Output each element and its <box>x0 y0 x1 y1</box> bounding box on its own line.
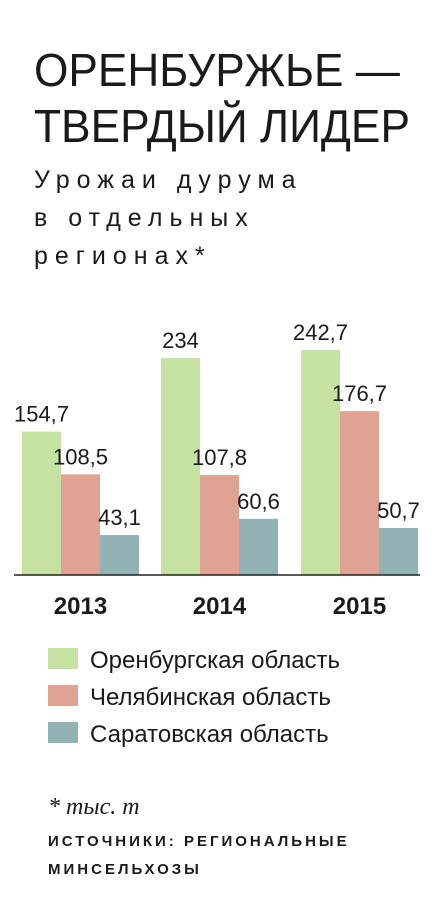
chart-title: ОРЕНБУРЖЬЕ — <box>34 44 400 96</box>
subtitle: регионах* <box>34 242 212 270</box>
value-label: 154,7 <box>14 402 69 427</box>
value-label: 60,6 <box>237 489 280 514</box>
bar <box>239 518 278 575</box>
legend-label: Саратовская область <box>90 721 329 748</box>
value-label: 242,7 <box>293 320 348 345</box>
legend-swatch <box>48 648 78 669</box>
footnote: * тыс. т <box>48 794 140 820</box>
bar <box>61 474 100 575</box>
value-label: 234 <box>162 328 199 353</box>
x-tick-label: 2014 <box>193 593 247 620</box>
x-tick-label: 2015 <box>333 593 386 620</box>
subtitle: в отдельных <box>34 204 255 232</box>
value-label: 43,1 <box>98 505 141 530</box>
bar <box>379 527 418 575</box>
legend-swatch <box>48 722 78 743</box>
subtitle: Урожаи дурума <box>34 166 303 194</box>
legend-label: Челябинская область <box>90 684 331 711</box>
bar <box>200 475 239 575</box>
legend-swatch <box>48 685 78 706</box>
source: МИНСЕЛЬХОЗЫ <box>48 861 202 878</box>
bar <box>161 358 200 575</box>
legend-label: Оренбургская область <box>90 647 340 674</box>
bar <box>340 411 379 575</box>
value-label: 176,7 <box>332 381 387 406</box>
bar <box>301 350 340 575</box>
value-label: 108,5 <box>53 444 108 469</box>
value-label: 107,8 <box>192 445 247 470</box>
x-tick-label: 2013 <box>54 593 107 620</box>
bar <box>22 431 61 575</box>
source: ИСТОЧНИКИ: РЕГИОНАЛЬНЫЕ <box>48 833 350 850</box>
chart-title: ТВЕРДЫЙ ЛИДЕР <box>34 100 410 152</box>
bar <box>100 535 139 575</box>
value-label: 50,7 <box>377 498 420 523</box>
